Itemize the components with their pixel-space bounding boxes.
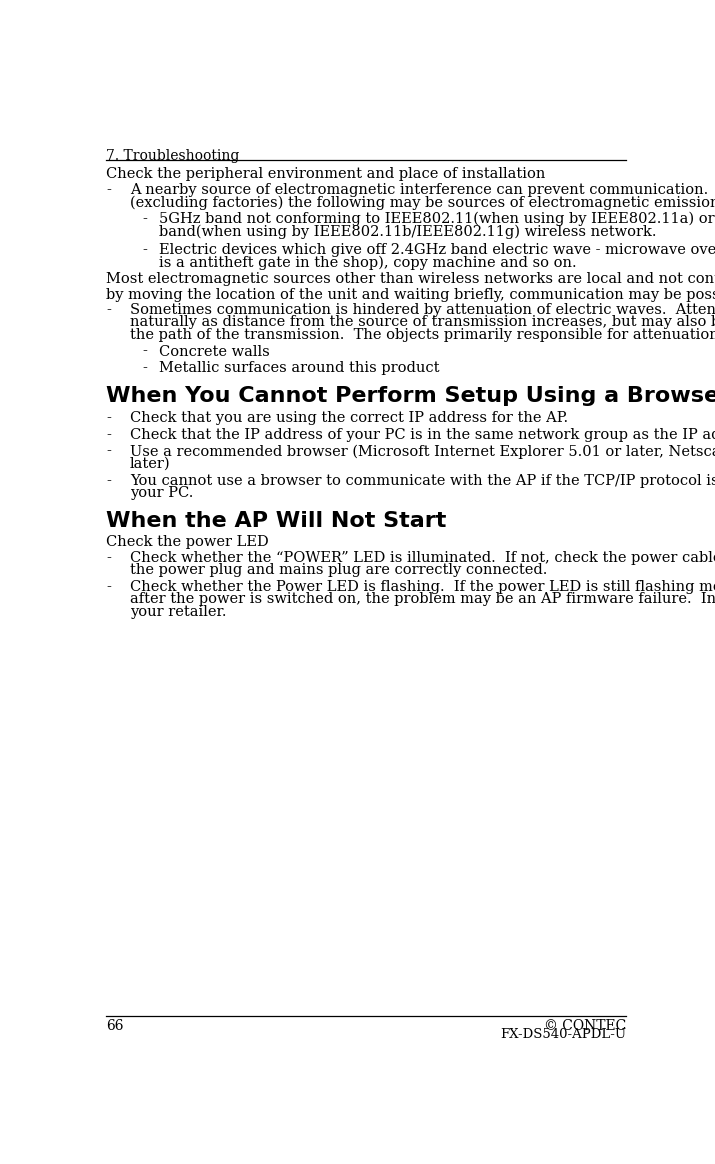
Text: -: - — [107, 411, 112, 425]
Text: -: - — [142, 212, 147, 226]
Text: When You Cannot Perform Setup Using a Browser: When You Cannot Perform Setup Using a Br… — [107, 386, 715, 406]
Text: naturally as distance from the source of transmission increases, but may also be: naturally as distance from the source of… — [129, 315, 715, 329]
Text: band(when using by IEEE802.11b/IEEE802.11g) wireless network.: band(when using by IEEE802.11b/IEEE802.1… — [159, 225, 656, 239]
Text: -: - — [107, 551, 112, 565]
Text: -: - — [107, 474, 112, 488]
Text: is a antitheft gate in the shop), copy machine and so on.: is a antitheft gate in the shop), copy m… — [159, 255, 577, 270]
Text: -: - — [107, 445, 112, 459]
Text: Check the peripheral environment and place of installation: Check the peripheral environment and pla… — [107, 168, 546, 182]
Text: -: - — [142, 243, 147, 257]
Text: Electric devices which give off 2.4GHz band electric wave - microwave oven, secu: Electric devices which give off 2.4GHz b… — [159, 243, 715, 257]
Text: Check that the IP address of your PC is in the same network group as the IP addr: Check that the IP address of your PC is … — [129, 427, 715, 441]
Text: your retailer.: your retailer. — [129, 605, 226, 619]
Text: (excluding factories) the following may be sources of electromagnetic emissions.: (excluding factories) the following may … — [129, 196, 715, 210]
Text: A nearby source of electromagnetic interference can prevent communication.  In g: A nearby source of electromagnetic inter… — [129, 183, 715, 197]
Text: the power plug and mains plug are correctly connected.: the power plug and mains plug are correc… — [129, 563, 547, 577]
Text: FX-DS540-APDL-U: FX-DS540-APDL-U — [500, 1028, 626, 1042]
Text: Check that you are using the correct IP address for the AP.: Check that you are using the correct IP … — [129, 411, 568, 425]
Text: by moving the location of the unit and waiting briefly, communication may be pos: by moving the location of the unit and w… — [107, 288, 715, 301]
Text: Concrete walls: Concrete walls — [159, 345, 270, 359]
Text: later): later) — [129, 457, 170, 471]
Text: your PC.: your PC. — [129, 487, 193, 501]
Text: -: - — [107, 303, 112, 317]
Text: Most electromagnetic sources other than wireless networks are local and not cont: Most electromagnetic sources other than … — [107, 272, 715, 286]
Text: -: - — [142, 345, 147, 359]
Text: -: - — [107, 580, 112, 594]
Text: 66: 66 — [107, 1018, 124, 1032]
Text: You cannot use a browser to communicate with the AP if the TCP/IP protocol is no: You cannot use a browser to communicate … — [129, 474, 715, 488]
Text: Sometimes communication is hindered by attenuation of electric waves.  Attenuati: Sometimes communication is hindered by a… — [129, 303, 715, 317]
Text: Check whether the “POWER” LED is illuminated.  If not, check the power cable and: Check whether the “POWER” LED is illumin… — [129, 551, 715, 565]
Text: -: - — [107, 183, 112, 197]
Text: -: - — [142, 362, 147, 376]
Text: Check the power LED: Check the power LED — [107, 535, 269, 549]
Text: Check whether the Power LED is flashing.  If the power LED is still flashing mor: Check whether the Power LED is flashing.… — [129, 580, 715, 594]
Text: © CONTEC: © CONTEC — [544, 1018, 626, 1032]
Text: Use a recommended browser (Microsoft Internet Explorer 5.01 or later, Netscape N: Use a recommended browser (Microsoft Int… — [129, 445, 715, 459]
Text: after the power is switched on, the problem may be an AP firmware failure.  In t: after the power is switched on, the prob… — [129, 592, 715, 606]
Text: -: - — [107, 427, 112, 441]
Text: When the AP Will Not Start: When the AP Will Not Start — [107, 511, 447, 531]
Text: the path of the transmission.  The objects primarily responsible for attenuation: the path of the transmission. The object… — [129, 327, 715, 341]
Text: 7. Troubleshooting: 7. Troubleshooting — [107, 149, 240, 163]
Text: 5GHz band not conforming to IEEE802.11(when using by IEEE802.11a) or 2.4GHz: 5GHz band not conforming to IEEE802.11(w… — [159, 212, 715, 227]
Text: Metallic surfaces around this product: Metallic surfaces around this product — [159, 362, 440, 376]
